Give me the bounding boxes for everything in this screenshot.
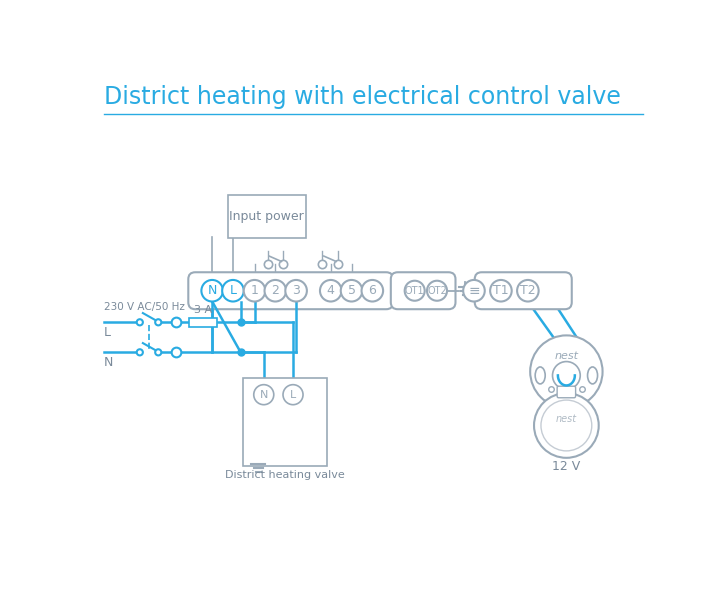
Text: District heating valve: District heating valve [225, 470, 345, 480]
Circle shape [534, 393, 598, 458]
Circle shape [362, 280, 383, 302]
Text: OT2: OT2 [427, 286, 447, 296]
FancyBboxPatch shape [243, 378, 327, 466]
Circle shape [244, 280, 265, 302]
Text: 5: 5 [347, 285, 355, 297]
Text: nest: nest [555, 415, 577, 424]
Text: N: N [207, 285, 217, 297]
FancyBboxPatch shape [189, 272, 393, 309]
Text: T1: T1 [493, 285, 509, 297]
FancyBboxPatch shape [228, 195, 306, 238]
Text: 1: 1 [250, 285, 258, 297]
Text: L: L [103, 326, 111, 339]
Text: OT1: OT1 [405, 286, 424, 296]
Circle shape [530, 336, 603, 407]
Text: 12 V: 12 V [553, 460, 580, 473]
Text: N: N [260, 390, 268, 400]
Text: 2: 2 [272, 285, 280, 297]
Circle shape [427, 281, 447, 301]
Text: L: L [290, 390, 296, 400]
Text: 3: 3 [292, 285, 300, 297]
Circle shape [541, 400, 592, 451]
Text: nest: nest [554, 351, 578, 361]
Circle shape [155, 319, 162, 326]
Circle shape [405, 281, 424, 301]
Text: ≡: ≡ [468, 284, 480, 298]
Circle shape [341, 280, 363, 302]
Text: L: L [229, 285, 237, 297]
Circle shape [490, 280, 512, 302]
Circle shape [202, 280, 223, 302]
Text: N: N [103, 356, 113, 369]
Text: 6: 6 [368, 285, 376, 297]
Text: Input power: Input power [229, 210, 304, 223]
Text: 230 V AC/50 Hz: 230 V AC/50 Hz [103, 302, 184, 312]
FancyBboxPatch shape [391, 272, 456, 309]
Circle shape [222, 280, 244, 302]
Circle shape [264, 280, 286, 302]
FancyBboxPatch shape [475, 272, 571, 309]
Text: District heating with electrical control valve: District heating with electrical control… [103, 85, 620, 109]
FancyBboxPatch shape [557, 386, 576, 398]
Circle shape [137, 349, 143, 355]
Ellipse shape [535, 367, 545, 384]
Circle shape [553, 362, 580, 389]
Circle shape [283, 385, 303, 405]
Circle shape [463, 280, 485, 302]
FancyBboxPatch shape [189, 318, 217, 327]
Circle shape [285, 280, 307, 302]
Text: 4: 4 [327, 285, 335, 297]
Circle shape [254, 385, 274, 405]
Text: 3 A: 3 A [194, 305, 212, 315]
Text: T2: T2 [520, 285, 536, 297]
Circle shape [155, 349, 162, 355]
Circle shape [517, 280, 539, 302]
Circle shape [137, 319, 143, 326]
Circle shape [320, 280, 341, 302]
Ellipse shape [587, 367, 598, 384]
